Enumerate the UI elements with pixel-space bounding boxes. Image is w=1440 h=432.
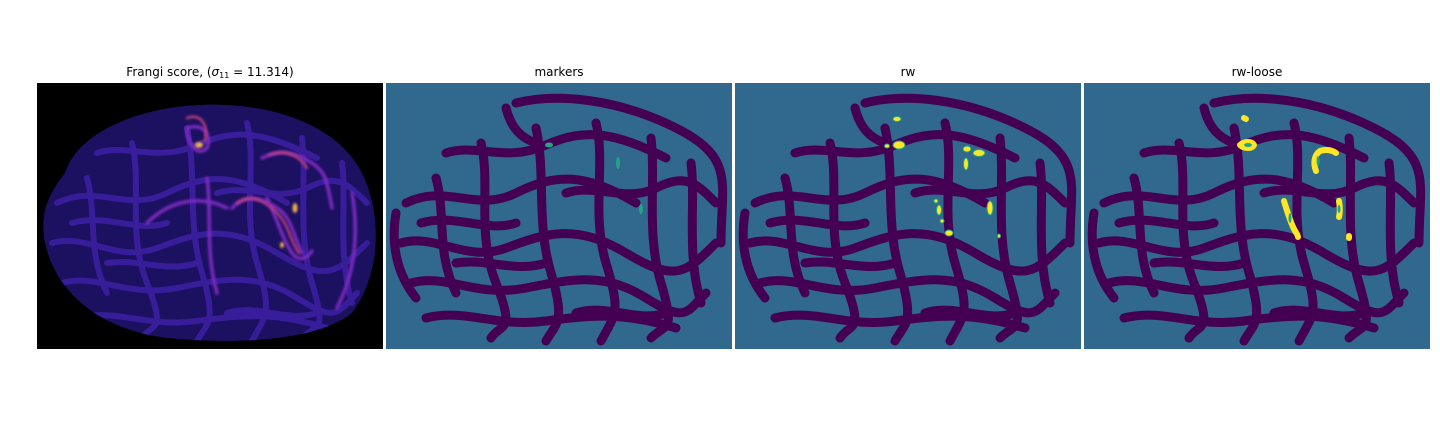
- markers-tissue: [389, 93, 728, 346]
- rw-svg: [735, 83, 1081, 349]
- frangi-title-subscript: 11: [219, 71, 230, 80]
- rw-loose-markers: [1244, 143, 1341, 223]
- frangi-title-sigma: σ: [211, 65, 220, 79]
- rw-loose-svg: [1084, 83, 1430, 349]
- frangi-tissue: [43, 104, 376, 342]
- frangi-title-rest: = 11.314): [229, 65, 294, 79]
- rw-image: [735, 83, 1081, 349]
- markers-labels: [545, 142, 643, 214]
- rw-loose-panel-title: rw-loose: [1231, 65, 1283, 79]
- markers-panel-title: markers: [534, 65, 584, 79]
- frangi-score-image: [37, 83, 383, 349]
- rw-loose-image: [1084, 83, 1430, 349]
- markers-svg: [386, 83, 732, 349]
- rw-loose-vessel-labels: [1237, 115, 1352, 241]
- markers-image: [386, 83, 732, 349]
- rw-panel-title: rw: [900, 65, 916, 79]
- frangi-panel-title: Frangi score, (σ11 = 11.314): [37, 64, 383, 84]
- rw-vessel-labels: [884, 116, 1001, 239]
- frangi-title-prefix: Frangi score, (: [126, 65, 212, 79]
- frangi-svg: [37, 83, 383, 349]
